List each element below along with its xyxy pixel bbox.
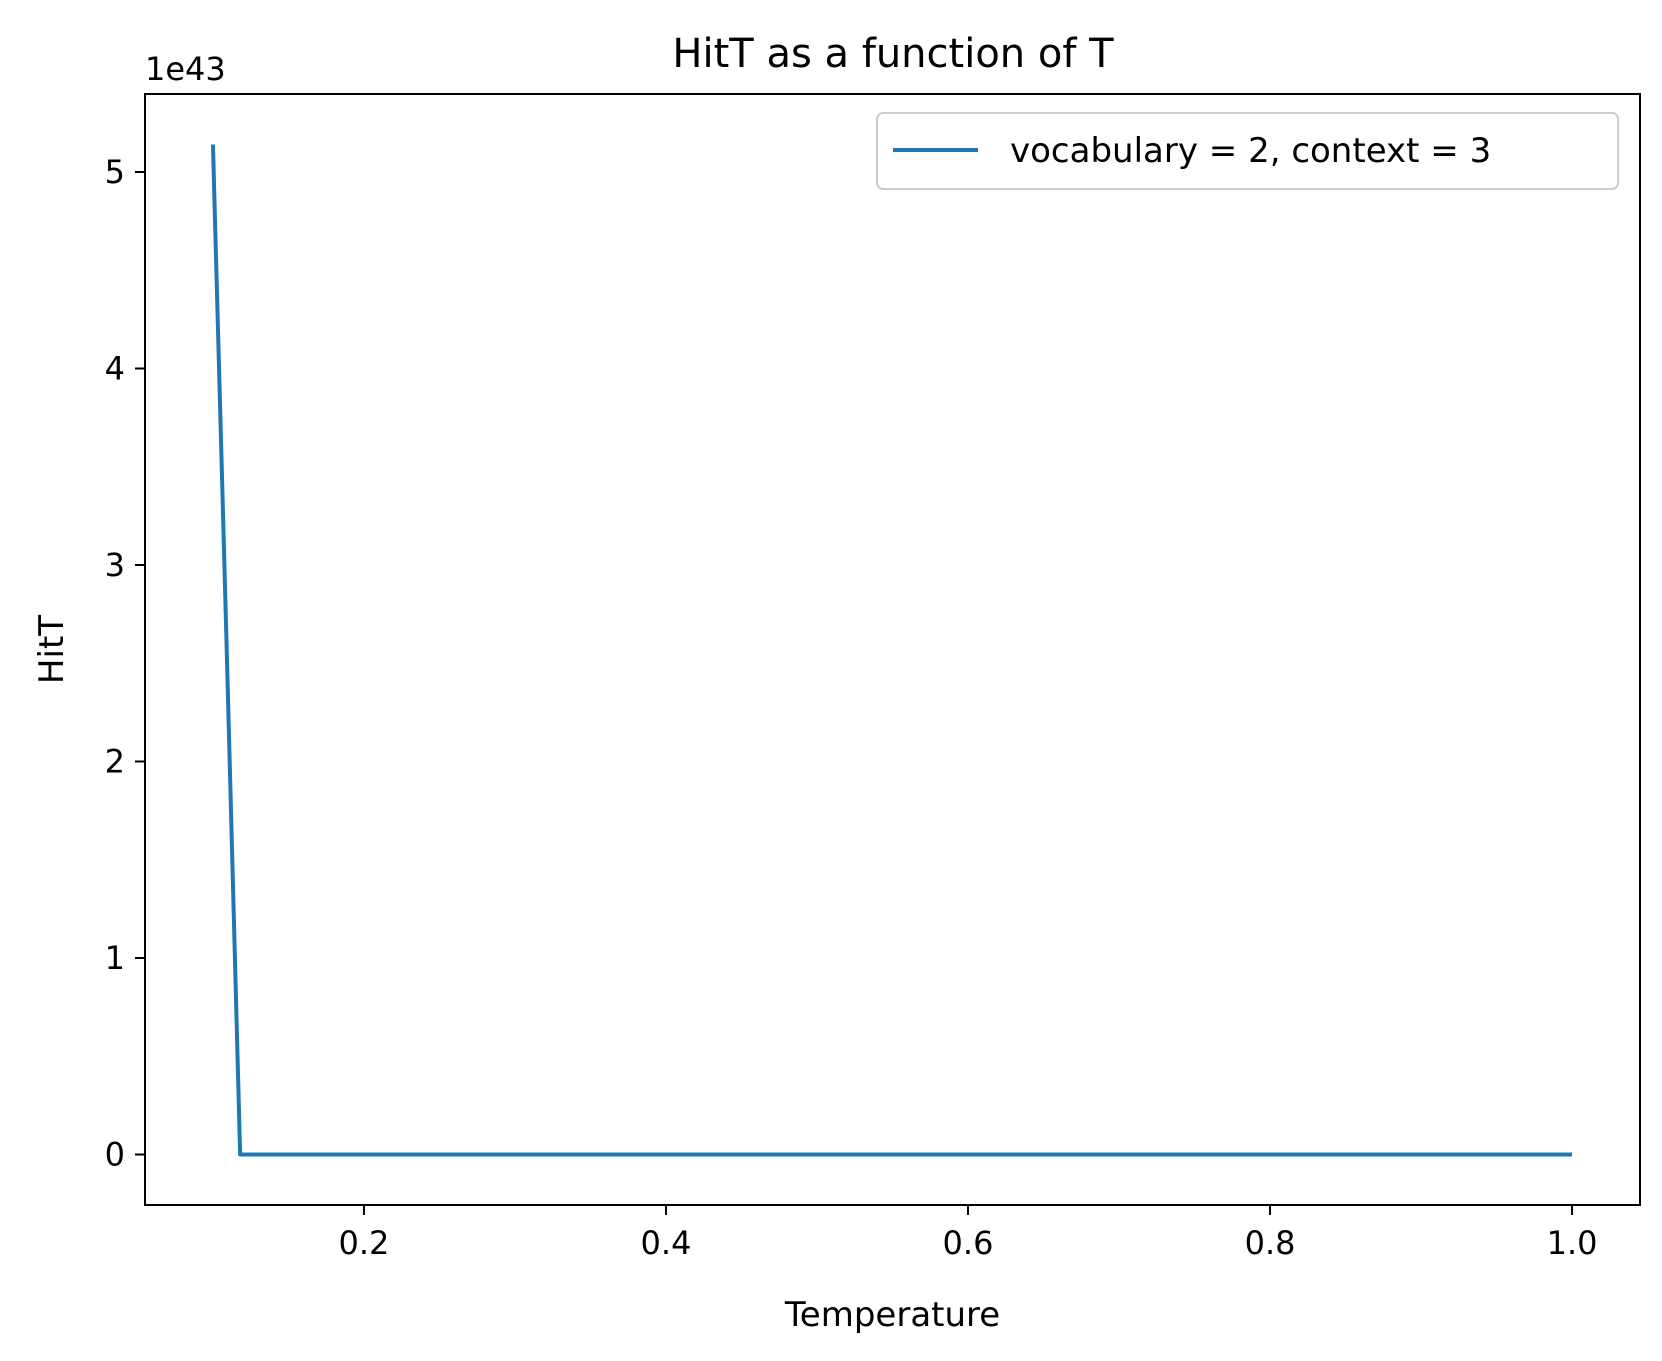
y-tick-label: 3 [105,546,125,584]
y-tick-label: 1 [105,939,125,977]
legend-box [876,112,1619,190]
plot-frame [144,93,1641,1206]
legend-entry-label: vocabulary = 2, context = 3 [1010,131,1491,171]
legend: vocabulary = 2, context = 3 [876,112,1619,190]
y-tick-label: 2 [105,743,125,781]
y-tick-label: 5 [105,153,125,191]
x-tick-label: 0.6 [943,1224,994,1262]
plot-area [144,93,1641,1206]
series-line [210,144,1573,1157]
y-tick-label: 4 [105,350,125,388]
x-tick-label: 1.0 [1547,1224,1598,1262]
x-tick-label: 0.2 [339,1224,390,1262]
x-axis-title: Temperature [784,1295,1000,1335]
x-tick-label: 0.8 [1245,1224,1296,1262]
x-tick-label: 0.4 [641,1224,692,1262]
chart-title: HitT as a function of T [672,31,1114,77]
x-axis: 0.2 0.4 0.6 0.8 1.0 [339,1205,1598,1262]
y-offset-label: 1e43 [145,50,226,88]
series-layer [210,144,1573,1157]
y-axis: 0 1 2 3 4 5 [105,153,145,1174]
y-tick-label: 0 [105,1136,125,1174]
y-axis-title: HitT [32,615,72,684]
